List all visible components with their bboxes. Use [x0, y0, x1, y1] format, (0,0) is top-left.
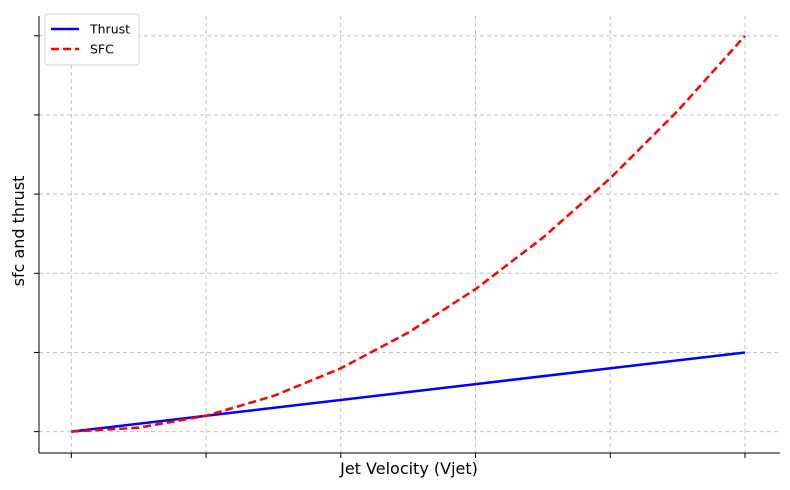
legend-label-sfc: SFC	[90, 42, 114, 57]
legend-label-thrust: Thrust	[89, 22, 130, 37]
axes	[38, 16, 780, 454]
series-layer	[71, 34, 746, 433]
tick-marks	[34, 35, 746, 458]
legend-box	[44, 13, 140, 66]
series-line-thrust	[71, 351, 746, 433]
legend: Thrust SFC	[44, 13, 140, 66]
x-axis-label: Jet Velocity (Vjet)	[339, 459, 478, 478]
y-axis-label: sfc and thrust	[9, 176, 28, 287]
grid-lines	[39, 16, 780, 453]
series-line-sfc	[71, 34, 746, 433]
